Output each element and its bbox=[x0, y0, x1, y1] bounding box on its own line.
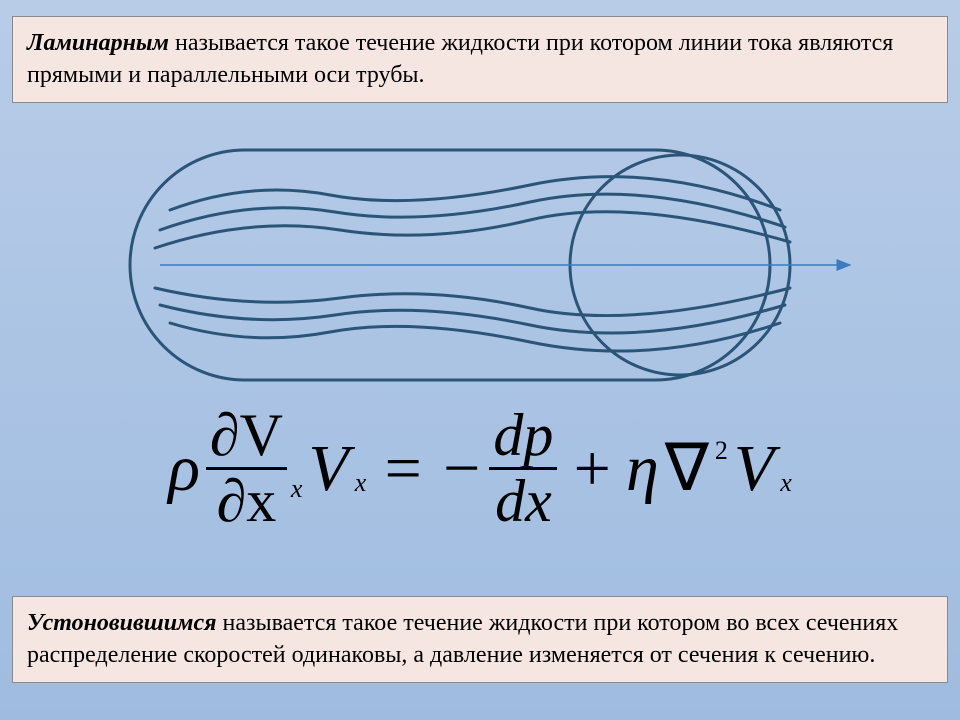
symbol-eta: η bbox=[626, 436, 659, 502]
subscript-x-2: x bbox=[355, 468, 367, 498]
navier-stokes-equation: ρ ∂V ∂x x V x = − dp dx + η ∇ 2 V x bbox=[0, 404, 960, 533]
term-laminar: Ламинарным bbox=[27, 30, 169, 56]
minus-sign: − bbox=[439, 436, 484, 502]
subscript-x-1: x bbox=[291, 474, 303, 504]
definition-steady: Устоновившимся называется такое течение … bbox=[12, 596, 948, 683]
symbol-V-1: V bbox=[308, 436, 348, 502]
flow-diagram bbox=[100, 130, 860, 400]
equals-sign: = bbox=[380, 436, 425, 502]
term-steady: Устоновившимся bbox=[27, 610, 217, 636]
symbol-nabla: ∇ bbox=[665, 436, 709, 502]
symbol-V-2: V bbox=[734, 436, 774, 502]
definition-laminar: Ламинарным называется такое течение жидк… bbox=[12, 16, 948, 103]
subscript-x-3: x bbox=[780, 468, 792, 498]
plus-sign: + bbox=[569, 436, 614, 502]
fraction-dV-dx: ∂V ∂x bbox=[206, 404, 287, 533]
fraction-dp-dx: dp dx bbox=[489, 404, 557, 533]
symbol-rho: ρ bbox=[168, 436, 200, 502]
superscript-2: 2 bbox=[715, 436, 728, 466]
